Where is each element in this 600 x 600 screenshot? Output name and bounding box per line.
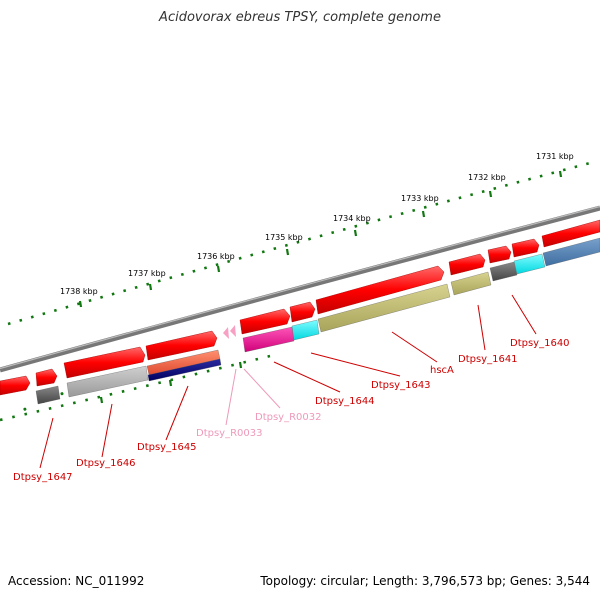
accession-text: Accession: NC_011992 <box>8 574 145 588</box>
feature-block-silver <box>66 365 149 398</box>
gene-arrow <box>63 346 146 379</box>
feature-block-olive <box>317 283 451 333</box>
gene-arrow <box>145 330 218 361</box>
feature-block-cyan <box>291 319 320 341</box>
kbp-label: 1731 kbp <box>536 152 574 161</box>
gene-arrow <box>289 301 316 323</box>
feature-blocks <box>35 237 600 405</box>
gene-label-dtpsy-1645: Dtpsy_1645 <box>137 442 197 453</box>
genome-backbone <box>0 205 600 373</box>
inner-dotted-track <box>0 354 271 422</box>
feature-block-cyan <box>513 253 546 275</box>
gene-arrow <box>0 375 31 396</box>
feature-block-navy <box>147 358 222 382</box>
kbp-label: 1733 kbp <box>401 194 439 203</box>
gene-arrow <box>315 265 445 315</box>
gene-label-dtpsy-1640: Dtpsy_1640 <box>510 338 570 349</box>
feature-block-olive <box>450 271 492 296</box>
kbp-label: 1736 kbp <box>197 252 235 261</box>
gene-label-dtpsy-r0033: Dtpsy_R0033 <box>196 428 263 439</box>
kbp-label: 1737 kbp <box>128 269 166 278</box>
gene-arrow <box>541 219 600 248</box>
gene-arrow <box>487 245 512 264</box>
gene-arrow <box>239 308 291 335</box>
inner-major-ticks <box>99 361 243 404</box>
kbp-label: 1738 kbp <box>60 287 98 296</box>
gene-arrow <box>448 253 486 276</box>
feature-block-magenta <box>242 326 295 353</box>
map-title: Acidovorax ebreus TPSY, complete genome <box>159 10 441 25</box>
leader-lines <box>39 294 537 469</box>
gene-labels: Dtpsy_1647 Dtpsy_1646 Dtpsy_1645 Dtpsy_R… <box>13 338 570 483</box>
rna-gene-arrow <box>230 325 236 337</box>
gene-arrow <box>511 238 540 258</box>
rna-gene-arrow <box>223 327 229 339</box>
gene-label-dtpsy-1644: Dtpsy_1644 <box>315 396 375 407</box>
kbp-label: 1735 kbp <box>265 233 303 242</box>
feature-block-steel <box>542 237 600 267</box>
gene-label-hsca: hscA <box>430 365 454 376</box>
genome-summary-text: Topology: circular; Length: 3,796,573 bp… <box>260 574 590 588</box>
gene-label-dtpsy-1646: Dtpsy_1646 <box>76 458 136 469</box>
kbp-label: 1734 kbp <box>333 214 371 223</box>
gene-label-dtpsy-1643: Dtpsy_1643 <box>371 380 431 391</box>
gene-label-dtpsy-1647: Dtpsy_1647 <box>13 472 73 483</box>
feature-block-darkgray <box>489 261 518 282</box>
gene-arrow <box>35 368 58 387</box>
ruler-major-ticks <box>78 170 563 308</box>
rna-genes <box>223 325 236 339</box>
gene-label-dtpsy-r0032: Dtpsy_R0032 <box>255 412 322 423</box>
feature-block-gray <box>35 385 61 405</box>
gene-label-dtpsy-1641: Dtpsy_1641 <box>458 354 518 365</box>
genome-backbone-highlight <box>0 205 600 370</box>
kbp-label: 1732 kbp <box>468 173 506 182</box>
ruler-track <box>7 161 591 326</box>
kbp-labels: 1738 kbp 1737 kbp 1736 kbp 1735 kbp 1734… <box>60 152 574 296</box>
forward-strand-genes <box>0 219 600 396</box>
